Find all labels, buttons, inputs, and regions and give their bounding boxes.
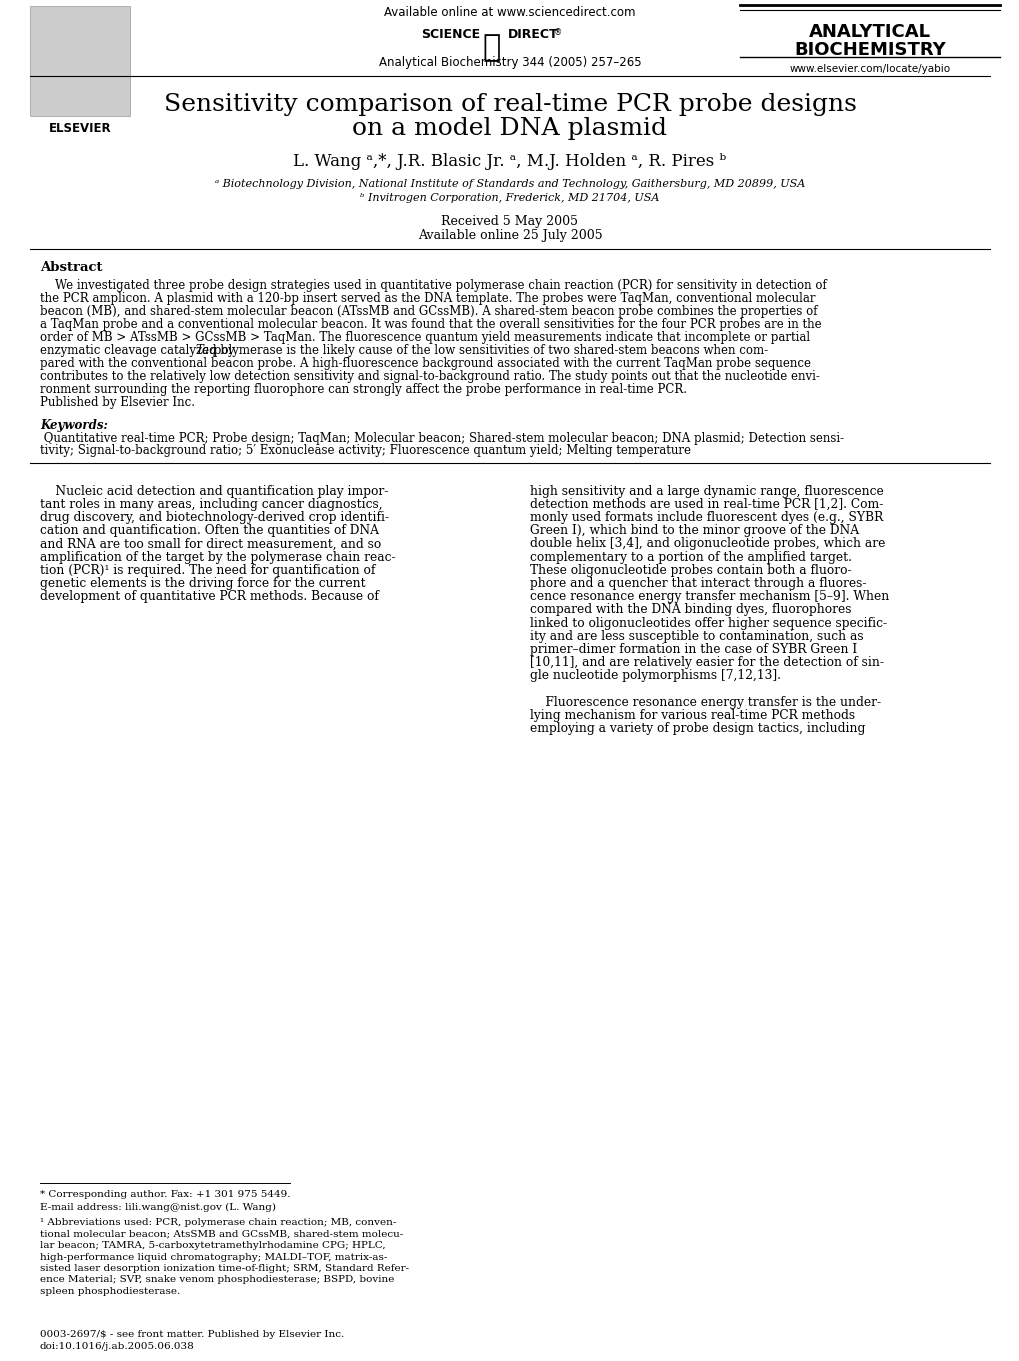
- Text: enzymatic cleavage catalyzed by: enzymatic cleavage catalyzed by: [40, 344, 238, 357]
- Text: Available online 25 July 2005: Available online 25 July 2005: [417, 229, 602, 242]
- Text: ᵇ Invitrogen Corporation, Frederick, MD 21704, USA: ᵇ Invitrogen Corporation, Frederick, MD …: [360, 193, 659, 203]
- Text: 0003-2697/$ - see front matter. Published by Elsevier Inc.: 0003-2697/$ - see front matter. Publishe…: [40, 1330, 344, 1339]
- Text: cation and quantification. Often the quantities of DNA: cation and quantification. Often the qua…: [40, 524, 379, 538]
- Text: polymerase is the likely cause of the low sensitivities of two shared-stem beaco: polymerase is the likely cause of the lo…: [210, 344, 767, 357]
- Text: Abstract: Abstract: [40, 261, 102, 274]
- Text: Received 5 May 2005: Received 5 May 2005: [441, 215, 578, 229]
- Text: beacon (MB), and shared-stem molecular beacon (ATssMB and GCssMB). A shared-stem: beacon (MB), and shared-stem molecular b…: [40, 305, 816, 318]
- Text: cence resonance energy transfer mechanism [5–9]. When: cence resonance energy transfer mechanis…: [530, 591, 889, 603]
- Text: high-performance liquid chromatography; MALDI–TOF, matrix-as-: high-performance liquid chromatography; …: [40, 1252, 387, 1262]
- Text: contributes to the relatively low detection sensitivity and signal-to-background: contributes to the relatively low detect…: [40, 370, 819, 382]
- Text: monly used formats include fluorescent dyes (e.g., SYBR: monly used formats include fluorescent d…: [530, 510, 882, 524]
- Text: employing a variety of probe design tactics, including: employing a variety of probe design tact…: [530, 723, 864, 735]
- Text: tivity; Signal-to-background ratio; 5′ Exonuclease activity; Fluorescence quantu: tivity; Signal-to-background ratio; 5′ E…: [40, 444, 690, 457]
- Text: SCIENCE: SCIENCE: [421, 29, 480, 41]
- Text: ence Material; SVP, snake venom phosphodiesterase; BSPD, bovine: ence Material; SVP, snake venom phosphod…: [40, 1275, 394, 1285]
- Text: the PCR amplicon. A plasmid with a 120-bp insert served as the DNA template. The: the PCR amplicon. A plasmid with a 120-b…: [40, 293, 815, 305]
- Text: complementary to a portion of the amplified target.: complementary to a portion of the amplif…: [530, 550, 851, 563]
- Text: L. Wang ᵃ,*, J.R. Blasic Jr. ᵃ, M.J. Holden ᵃ, R. Pires ᵇ: L. Wang ᵃ,*, J.R. Blasic Jr. ᵃ, M.J. Hol…: [293, 152, 726, 170]
- Text: Nucleic acid detection and quantification play impor-: Nucleic acid detection and quantificatio…: [40, 485, 388, 498]
- Text: detection methods are used in real-time PCR [1,2]. Com-: detection methods are used in real-time …: [530, 498, 882, 510]
- Text: ANALYTICAL: ANALYTICAL: [808, 23, 930, 41]
- Text: * Corresponding author. Fax: +1 301 975 5449.: * Corresponding author. Fax: +1 301 975 …: [40, 1190, 290, 1199]
- Text: We investigated three probe design strategies used in quantitative polymerase ch: We investigated three probe design strat…: [40, 279, 826, 293]
- Text: linked to oligonucleotides offer higher sequence specific-: linked to oligonucleotides offer higher …: [530, 617, 887, 630]
- Text: Sensitivity comparison of real-time PCR probe designs: Sensitivity comparison of real-time PCR …: [163, 93, 856, 116]
- Text: tion (PCR)¹ is required. The need for quantification of: tion (PCR)¹ is required. The need for qu…: [40, 563, 375, 577]
- FancyBboxPatch shape: [30, 5, 129, 116]
- Text: double helix [3,4], and oligonucleotide probes, which are: double helix [3,4], and oligonucleotide …: [530, 538, 884, 550]
- Text: ¹ Abbreviations used: PCR, polymerase chain reaction; MB, conven-: ¹ Abbreviations used: PCR, polymerase ch…: [40, 1218, 396, 1228]
- Text: Keywords:: Keywords:: [40, 419, 108, 431]
- Text: DIRECT: DIRECT: [507, 29, 558, 41]
- Text: Green I), which bind to the minor groove of the DNA: Green I), which bind to the minor groove…: [530, 524, 858, 538]
- Text: phore and a quencher that interact through a fluores-: phore and a quencher that interact throu…: [530, 577, 866, 589]
- Text: ®: ®: [553, 29, 561, 37]
- Text: tional molecular beacon; AtsSMB and GCssMB, shared-stem molecu-: tional molecular beacon; AtsSMB and GCss…: [40, 1229, 403, 1239]
- Text: doi:10.1016/j.ab.2005.06.038: doi:10.1016/j.ab.2005.06.038: [40, 1342, 195, 1351]
- Text: order of MB > ATssMB > GCssMB > TaqMan. The fluorescence quantum yield measureme: order of MB > ATssMB > GCssMB > TaqMan. …: [40, 331, 809, 344]
- Text: a TaqMan probe and a conventional molecular beacon. It was found that the overal: a TaqMan probe and a conventional molecu…: [40, 318, 821, 331]
- Text: BIOCHEMISTRY: BIOCHEMISTRY: [794, 41, 945, 59]
- Text: Fluorescence resonance energy transfer is the under-: Fluorescence resonance energy transfer i…: [530, 695, 880, 709]
- Text: high sensitivity and a large dynamic range, fluorescence: high sensitivity and a large dynamic ran…: [530, 485, 882, 498]
- Text: Analytical Biochemistry 344 (2005) 257–265: Analytical Biochemistry 344 (2005) 257–2…: [378, 56, 641, 69]
- Text: www.elsevier.com/locate/yabio: www.elsevier.com/locate/yabio: [789, 64, 950, 73]
- Text: ELSEVIER: ELSEVIER: [49, 122, 111, 135]
- Text: Available online at www.sciencedirect.com: Available online at www.sciencedirect.co…: [384, 5, 635, 19]
- Text: drug discovery, and biotechnology-derived crop identifi-: drug discovery, and biotechnology-derive…: [40, 510, 388, 524]
- Text: ity and are less susceptible to contamination, such as: ity and are less susceptible to contamin…: [530, 630, 863, 642]
- Text: E-mail address: lili.wang@nist.gov (L. Wang): E-mail address: lili.wang@nist.gov (L. W…: [40, 1203, 276, 1213]
- Text: These oligonucleotide probes contain both a fluoro-: These oligonucleotide probes contain bot…: [530, 563, 851, 577]
- Text: compared with the DNA binding dyes, fluorophores: compared with the DNA binding dyes, fluo…: [530, 603, 851, 617]
- Text: Quantitative real-time PCR; Probe design; TaqMan; Molecular beacon; Shared-stem : Quantitative real-time PCR; Probe design…: [40, 431, 844, 445]
- Text: ᵃ Biotechnology Division, National Institute of Standards and Technology, Gaithe: ᵃ Biotechnology Division, National Insti…: [215, 180, 804, 189]
- Text: ⓓ: ⓓ: [482, 33, 499, 63]
- Text: genetic elements is the driving force for the current: genetic elements is the driving force fo…: [40, 577, 365, 589]
- Text: and RNA are too small for direct measurement, and so: and RNA are too small for direct measure…: [40, 538, 381, 550]
- Text: lar beacon; TAMRA, 5-carboxytetramethylrhodamine CPG; HPLC,: lar beacon; TAMRA, 5-carboxytetramethylr…: [40, 1241, 385, 1249]
- Text: tant roles in many areas, including cancer diagnostics,: tant roles in many areas, including canc…: [40, 498, 382, 510]
- Text: [10,11], and are relatively easier for the detection of sin-: [10,11], and are relatively easier for t…: [530, 656, 883, 670]
- Text: on a model DNA plasmid: on a model DNA plasmid: [353, 117, 666, 140]
- Text: ronment surrounding the reporting fluorophore can strongly affect the probe perf: ronment surrounding the reporting fluoro…: [40, 382, 687, 396]
- Text: development of quantitative PCR methods. Because of: development of quantitative PCR methods.…: [40, 591, 378, 603]
- Text: Taq: Taq: [195, 344, 216, 357]
- Text: amplification of the target by the polymerase chain reac-: amplification of the target by the polym…: [40, 550, 395, 563]
- Text: spleen phosphodiesterase.: spleen phosphodiesterase.: [40, 1288, 180, 1296]
- Text: lying mechanism for various real-time PCR methods: lying mechanism for various real-time PC…: [530, 709, 854, 721]
- Text: Published by Elsevier Inc.: Published by Elsevier Inc.: [40, 396, 195, 410]
- Text: gle nucleotide polymorphisms [7,12,13].: gle nucleotide polymorphisms [7,12,13].: [530, 670, 781, 682]
- Text: sisted laser desorption ionization time-of-flight; SRM, Standard Refer-: sisted laser desorption ionization time-…: [40, 1264, 409, 1273]
- Text: primer–dimer formation in the case of SYBR Green I: primer–dimer formation in the case of SY…: [530, 642, 856, 656]
- Text: pared with the conventional beacon probe. A high-fluorescence background associa: pared with the conventional beacon probe…: [40, 357, 810, 370]
